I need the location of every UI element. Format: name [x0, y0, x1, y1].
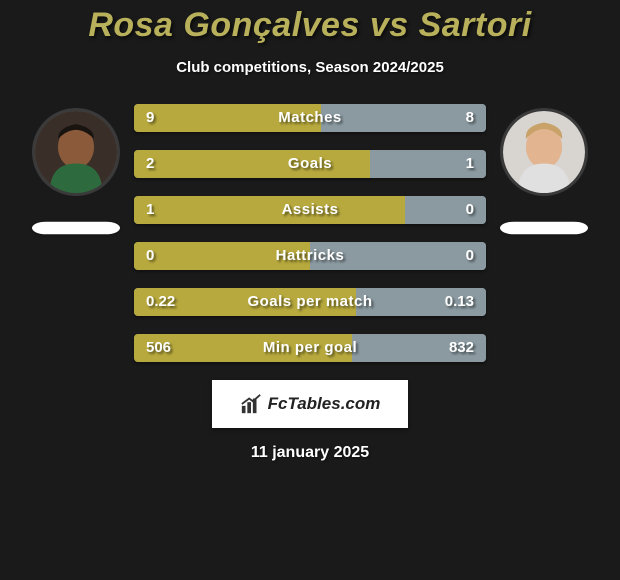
player-left-avatar	[32, 108, 120, 196]
player-right-avatar-icon	[503, 111, 585, 193]
brand-text: FcTables.com	[268, 394, 381, 414]
stat-row-assists: 10Assists	[134, 196, 486, 224]
player-left-column	[32, 108, 120, 242]
player-left-avatar-icon	[35, 111, 117, 193]
card-subtitle: Club competitions, Season 2024/2025	[176, 59, 444, 76]
stat-label: Goals per match	[134, 288, 486, 316]
stat-label: Goals	[134, 150, 486, 178]
stat-bars: 98Matches 21Goals 10Assists 00Hattricks 0.22…	[134, 104, 486, 362]
stat-label: Min per goal	[134, 334, 486, 362]
stat-row-hattricks: 00Hattricks	[134, 242, 486, 270]
stat-row-goals: 21Goals	[134, 150, 486, 178]
stat-row-goals-per-match: 0.220.13Goals per match	[134, 288, 486, 316]
comparison-card: Rosa Gonçalves vs Sartori Club competiti…	[0, 0, 620, 580]
player-right-flag	[500, 222, 588, 235]
stat-label: Hattricks	[134, 242, 486, 270]
stat-row-matches: 98Matches	[134, 104, 486, 132]
player-left-flag	[32, 222, 120, 235]
source-badge[interactable]: FcTables.com	[212, 380, 408, 428]
card-title: Rosa Gonçalves vs Sartori	[88, 6, 531, 45]
main-row: 98Matches 21Goals 10Assists 00Hattricks 0.22…	[0, 104, 620, 362]
card-date: 11 january 2025	[251, 444, 369, 462]
chart-icon	[240, 393, 262, 415]
stat-row-min-per-goal: 506832Min per goal	[134, 334, 486, 362]
stat-label: Assists	[134, 196, 486, 224]
player-right-avatar	[500, 108, 588, 196]
stat-label: Matches	[134, 104, 486, 132]
player-right-column	[500, 108, 588, 242]
